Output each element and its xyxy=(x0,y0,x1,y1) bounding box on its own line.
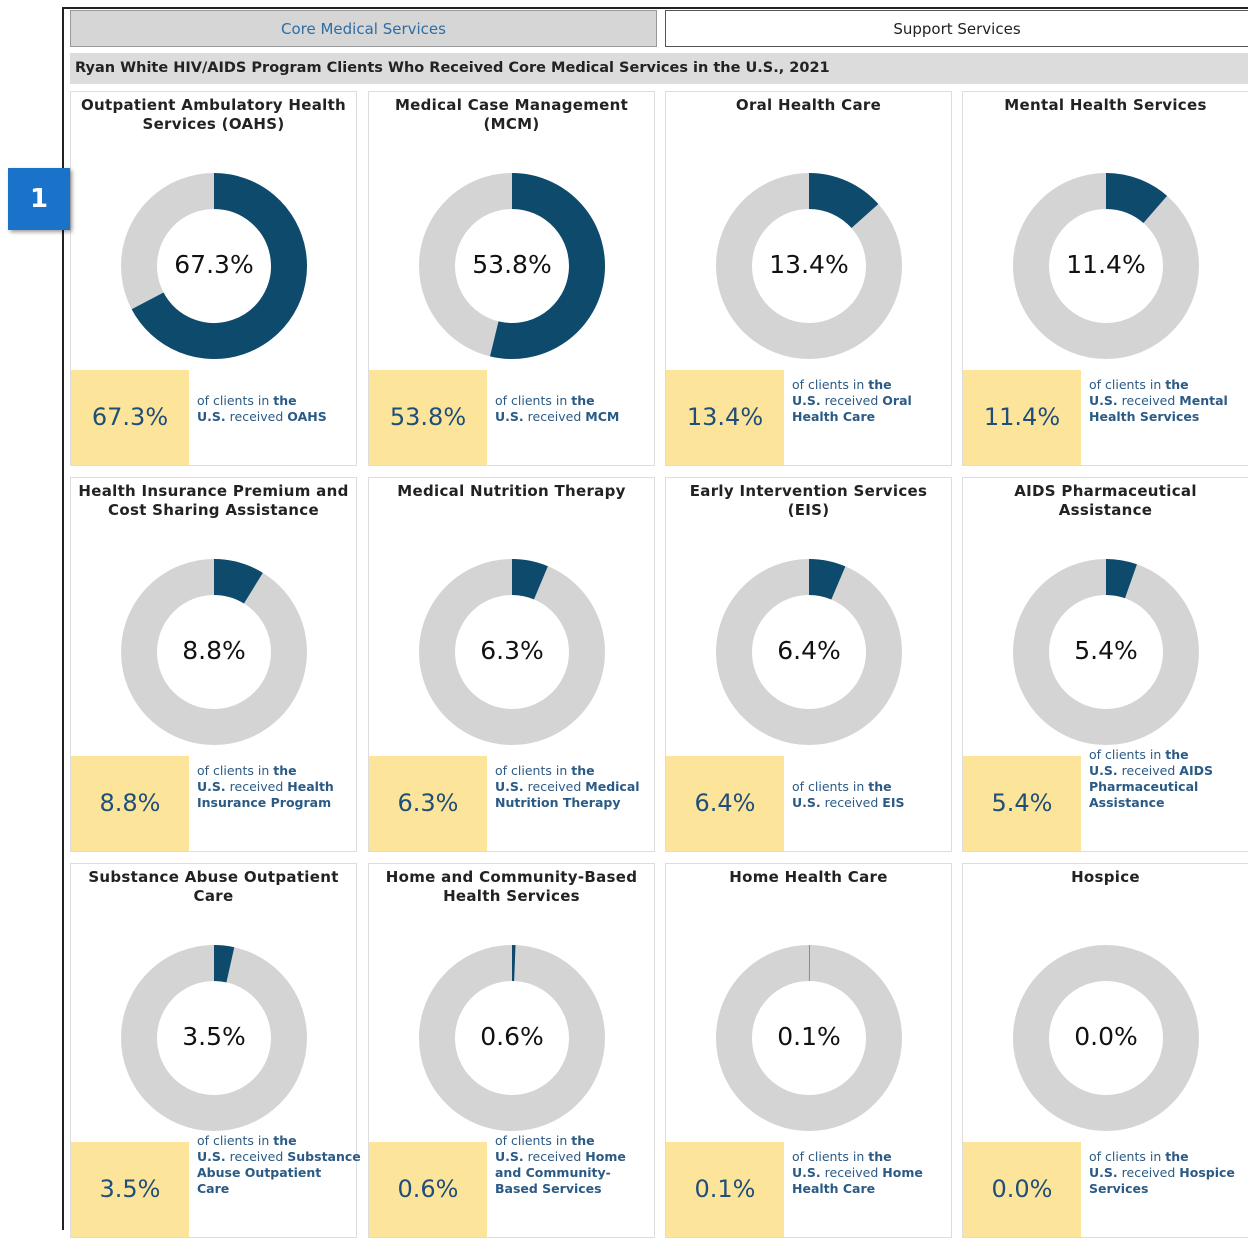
caption-text: received xyxy=(230,779,284,794)
caption-text: of clients in xyxy=(1089,747,1161,762)
caption-text: received xyxy=(1122,763,1176,778)
donut-chart: 67.3% xyxy=(71,92,358,372)
donut-center-label: 67.3% xyxy=(174,250,253,279)
donut-center-label: 0.1% xyxy=(777,1022,841,1051)
donut-chart: 0.0% xyxy=(963,864,1248,1144)
caption-text: received xyxy=(528,409,582,424)
caption-text: received xyxy=(528,779,582,794)
donut-arc xyxy=(214,963,230,965)
value-box: 67.3% xyxy=(71,370,189,465)
caption-text: of clients in xyxy=(1089,377,1161,392)
caption-text: of clients in xyxy=(197,1133,269,1148)
donut-chart: 0.6% xyxy=(369,864,656,1144)
donut-center-label: 53.8% xyxy=(472,250,551,279)
donut-chart: 5.4% xyxy=(963,478,1248,758)
donut-arc xyxy=(1106,191,1155,209)
donut-center-label: 11.4% xyxy=(1066,250,1145,279)
donut-center-label: 3.5% xyxy=(182,1022,246,1051)
caption-text: of clients in xyxy=(792,1149,864,1164)
caption-text: received xyxy=(230,409,284,424)
caption-text: of clients in xyxy=(197,763,269,778)
card: Health Insurance Premium and Cost Sharin… xyxy=(70,477,357,852)
donut-arc xyxy=(1106,577,1131,581)
card: Early Intervention Services (EIS)6.4%6.4… xyxy=(665,477,952,852)
value-box: 6.4% xyxy=(666,756,784,851)
caption-text: received xyxy=(230,1149,284,1164)
donut-chart: 6.3% xyxy=(369,478,656,758)
caption-text: of clients in xyxy=(1089,1149,1161,1164)
caption-text: of clients in xyxy=(495,1133,567,1148)
caption-text: received xyxy=(825,1165,879,1180)
donut-center-label: 0.6% xyxy=(480,1022,544,1051)
tab[interactable]: Core Medical Services xyxy=(70,10,657,47)
donut-center-label: 6.3% xyxy=(480,636,544,665)
tab[interactable]: Support Services xyxy=(665,10,1248,47)
donut-center-label: 6.4% xyxy=(777,636,841,665)
caption-text: of clients in xyxy=(792,377,864,392)
donut-arc xyxy=(214,577,253,588)
caption-text: of clients in xyxy=(197,393,269,408)
donut-center-label: 0.0% xyxy=(1074,1022,1138,1051)
value-box: 11.4% xyxy=(963,370,1081,465)
caption-text: of clients in xyxy=(495,763,567,778)
value-box: 6.3% xyxy=(369,756,487,851)
caption-text: received xyxy=(1122,1165,1176,1180)
value-box: 0.1% xyxy=(666,1142,784,1237)
badge: 1 xyxy=(8,168,70,230)
caption-text: of clients in xyxy=(792,779,864,794)
caption-text: received xyxy=(825,795,879,810)
caption-service: EIS xyxy=(882,795,904,810)
donut-chart: 53.8% xyxy=(369,92,656,372)
card: Medical Case Management (MCM)53.8%53.8%o… xyxy=(368,91,655,466)
caption-text: received xyxy=(825,393,879,408)
donut-center-label: 5.4% xyxy=(1074,636,1138,665)
donut-chart: 0.1% xyxy=(666,864,953,1144)
donut-chart: 3.5% xyxy=(71,864,358,1144)
donut-center-label: 8.8% xyxy=(182,636,246,665)
donut-chart: 13.4% xyxy=(666,92,953,372)
caption-service: OAHS xyxy=(287,409,326,424)
donut-chart: 11.4% xyxy=(963,92,1248,372)
value-box: 8.8% xyxy=(71,756,189,851)
value-box: 3.5% xyxy=(71,1142,189,1237)
donut-chart: 6.4% xyxy=(666,478,953,758)
subtitle: Ryan White HIV/AIDS Program Clients Who … xyxy=(70,53,1248,84)
donut-center-label: 13.4% xyxy=(769,250,848,279)
donut-arc xyxy=(512,577,541,583)
donut-arc xyxy=(809,191,865,216)
card: Home and Community-Based Health Services… xyxy=(368,863,655,1238)
caption-text: received xyxy=(528,1149,582,1164)
card: Outpatient Ambulatory Health Services (O… xyxy=(70,91,357,466)
value-box: 0.6% xyxy=(369,1142,487,1237)
donut-chart: 8.8% xyxy=(71,478,358,758)
caption-service: MCM xyxy=(585,409,619,424)
caption-text: received xyxy=(1122,393,1176,408)
value-box: 0.0% xyxy=(963,1142,1081,1237)
value-box: 53.8% xyxy=(369,370,487,465)
caption-text: of clients in xyxy=(495,393,567,408)
donut-arc xyxy=(809,577,838,583)
value-box: 5.4% xyxy=(963,756,1081,851)
value-box: 13.4% xyxy=(666,370,784,465)
